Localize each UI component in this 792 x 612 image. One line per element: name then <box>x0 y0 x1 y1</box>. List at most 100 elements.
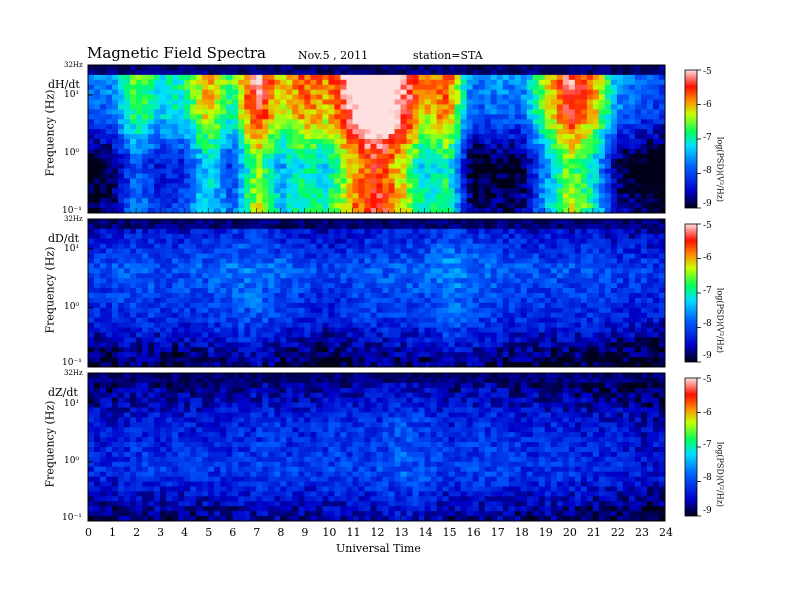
spectrogram-cell <box>376 89 383 95</box>
spectrogram-cell <box>244 74 251 81</box>
spectrogram-cell <box>436 89 444 95</box>
spectrogram-cell <box>382 94 389 100</box>
spectrogram-cell <box>394 79 401 86</box>
spectrogram-cell <box>562 79 570 86</box>
spectrogram-cell <box>112 188 119 194</box>
spectrogram-cell <box>586 79 594 86</box>
spectrogram-cell <box>412 357 419 363</box>
spectrogram-cell <box>538 109 546 115</box>
spectrogram-cell <box>148 148 155 155</box>
spectrogram-cell <box>100 258 107 264</box>
spectrogram-cell <box>316 283 323 289</box>
spectrogram-cell <box>364 357 371 363</box>
spectrogram-cell <box>184 173 191 179</box>
spectrogram-cell <box>172 114 179 120</box>
spectrogram-cell <box>412 263 419 269</box>
spectrogram-cell <box>484 188 492 194</box>
spectrogram-cell <box>346 233 353 240</box>
spectrogram-cell <box>640 198 648 204</box>
spectrogram-cell <box>100 188 107 194</box>
spectrogram-cell <box>262 84 269 91</box>
spectrogram-cell <box>502 129 510 135</box>
spectrogram-cell <box>418 104 425 110</box>
spectrogram-cell <box>370 74 377 81</box>
spectrogram-cell <box>334 228 341 235</box>
spectrogram-cell <box>94 337 101 343</box>
spectrogram-cell <box>430 228 437 235</box>
spectrogram-cell <box>646 188 654 194</box>
spectrogram-cell <box>94 188 101 194</box>
spectrogram-cell <box>364 183 371 189</box>
spectrogram-cell <box>388 139 395 145</box>
spectrogram-cell <box>298 89 305 95</box>
spectrogram-cell <box>334 362 341 368</box>
spectrogram-cell <box>460 124 468 130</box>
spectrogram-cell <box>394 357 401 363</box>
spectrogram-cell <box>316 263 323 269</box>
spectrogram-cell <box>142 302 149 309</box>
spectrogram-cell <box>208 168 215 174</box>
spectrogram-cell <box>460 178 468 184</box>
spectrogram-cell <box>370 283 377 289</box>
spectrogram-cell <box>280 193 287 199</box>
spectrogram-cell <box>286 84 293 91</box>
spectrogram-cell <box>250 327 257 333</box>
spectrogram-cell <box>502 183 510 189</box>
spectrogram-cell <box>490 99 498 105</box>
spectrogram-cell <box>472 198 480 204</box>
spectrogram-cell <box>388 163 395 169</box>
spectrogram-cell <box>130 327 137 333</box>
spectrogram-cell <box>328 79 335 86</box>
spectrogram-cell <box>448 243 456 249</box>
spectrogram-cell <box>106 273 113 279</box>
spectrogram-cell <box>658 158 666 165</box>
spectrogram-cell <box>256 79 263 86</box>
spectrogram-cell <box>262 253 269 259</box>
spectrogram-cell <box>328 332 335 338</box>
spectrogram-cell <box>604 74 612 81</box>
spectrogram-cell <box>94 362 101 368</box>
spectrogram-cell <box>166 168 173 174</box>
spectrogram-cell <box>394 278 401 284</box>
spectrogram-cell <box>640 183 648 189</box>
spectrogram-cell <box>94 332 101 338</box>
spectrogram-cell <box>196 173 203 179</box>
spectrogram-cell <box>328 253 335 259</box>
spectrogram-cell <box>172 297 179 304</box>
spectrogram-cell <box>280 268 287 274</box>
spectrogram-cell <box>124 69 131 76</box>
spectrogram-cell <box>370 253 377 259</box>
spectrogram-cell <box>484 158 492 165</box>
spectrogram-cell <box>442 173 450 179</box>
spectrogram-cell <box>148 312 155 319</box>
spectrogram-cell <box>484 129 492 135</box>
spectrogram-cell <box>160 143 167 150</box>
spectrogram-cell <box>106 198 113 204</box>
spectrogram-cell <box>526 109 534 115</box>
spectrogram-cell <box>520 104 528 110</box>
spectrogram-cell <box>274 278 281 284</box>
spectrogram-cell <box>454 193 462 199</box>
spectrogram-cell <box>466 297 474 304</box>
spectrogram-cell <box>400 223 407 230</box>
spectrogram-cell <box>166 258 173 264</box>
spectrogram-cell <box>316 307 323 314</box>
spectrogram-cell <box>160 198 167 204</box>
spectrogram-cell <box>592 129 600 135</box>
spectrogram-cell <box>358 178 365 184</box>
spectrogram-cell <box>430 268 437 274</box>
spectrogram-cell <box>364 203 371 209</box>
spectrogram-cell <box>568 173 576 179</box>
spectrogram-cell <box>202 188 209 194</box>
spectrogram-cell <box>406 243 413 249</box>
spectrogram-cell <box>514 89 522 95</box>
spectrogram-cell <box>274 268 281 274</box>
spectrogram-cell <box>334 248 341 254</box>
spectrogram-cell <box>448 203 456 209</box>
spectrogram-cell <box>532 84 540 91</box>
spectrogram-cell <box>100 74 107 81</box>
spectrogram-cell <box>190 153 197 160</box>
spectrogram-cell <box>520 94 528 100</box>
spectrogram-cell <box>370 288 377 294</box>
spectrogram-cell <box>184 302 191 309</box>
